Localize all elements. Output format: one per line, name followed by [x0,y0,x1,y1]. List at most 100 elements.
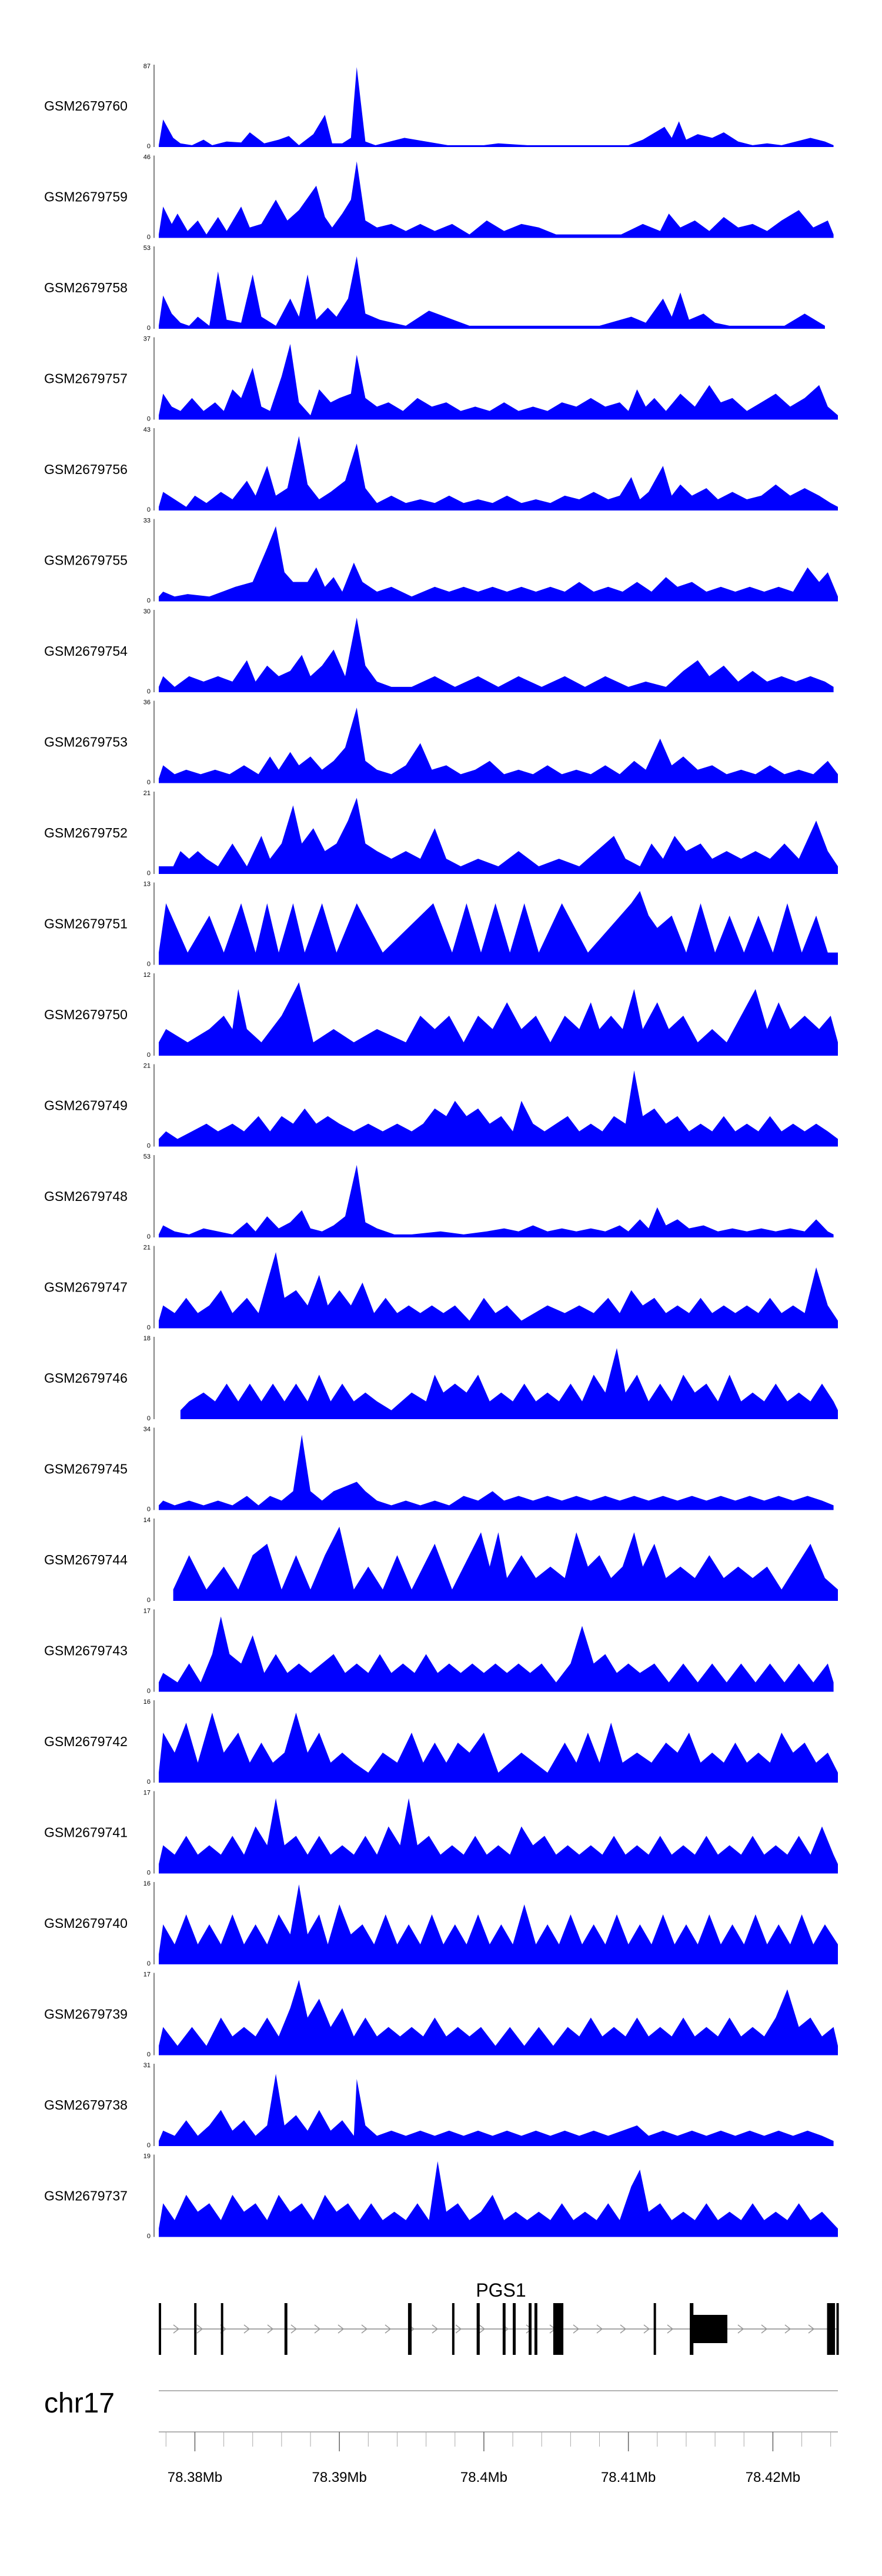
strand-arrow [243,2324,250,2334]
y-tick-max: 46 [143,154,151,161]
strand-arrow [667,2324,674,2334]
y-tick-min: 0 [147,1870,151,1877]
y-tick-min: 0 [147,1597,151,1604]
coverage-tracks: GSM2679760870GSM2679759460GSM2679758530G… [44,63,838,2240]
track-GSM2679738: GSM2679738 31 0 [44,2062,834,2149]
track-label: GSM2679756 [44,462,128,477]
coverage-area [159,67,834,147]
track-label: GSM2679750 [44,1007,128,1022]
coverage-area [159,1434,834,1510]
y-tick-max: 14 [143,1517,151,1524]
exon [534,2303,537,2355]
coverage-area [159,2074,834,2146]
track-GSM2679740: GSM2679740 16 0 [44,1880,838,1967]
track-label: GSM2679747 [44,1280,128,1295]
y-tick-min: 0 [147,961,151,968]
y-tick-max: 31 [143,2062,151,2069]
strand-arrow [479,2324,486,2334]
track-label: GSM2679758 [44,280,128,295]
track-GSM2679745: GSM2679745 34 0 [44,1426,834,1513]
coverage-area [159,618,834,692]
coverage-area [159,526,838,602]
coverage-area [159,1798,838,1874]
y-tick-min: 0 [147,506,151,513]
track-label: GSM2679740 [44,1916,128,1931]
x-tick-label: 78.41Mb [601,2470,656,2485]
strand-arrow [737,2324,744,2334]
strand-arrow [385,2324,392,2334]
track-label: GSM2679749 [44,1098,128,1113]
y-tick-max: 21 [143,790,151,797]
track-label: GSM2679752 [44,825,128,840]
track-label: GSM2679737 [44,2188,128,2204]
exon [502,2303,506,2355]
track-GSM2679751: GSM2679751 13 0 [44,881,838,968]
track-label: GSM2679748 [44,1189,128,1204]
y-tick-max: 17 [143,1971,151,1978]
y-tick-min: 0 [147,1233,151,1240]
x-tick-label: 78.39Mb [312,2470,366,2485]
gene-name: PGS1 [476,2280,526,2301]
y-tick-min: 0 [147,2142,151,2149]
coverage-area [159,436,838,510]
strand-arrow [784,2324,791,2334]
x-tick-label: 78.4Mb [460,2470,507,2485]
coverage-area [159,1884,838,1964]
track-GSM2679741: GSM2679741 17 0 [44,1790,838,1877]
track-label: GSM2679746 [44,1370,128,1386]
track-label: GSM2679742 [44,1734,128,1749]
track-GSM2679746: GSM2679746 18 0 [44,1335,838,1422]
track-label: GSM2679751 [44,916,128,932]
y-tick-min: 0 [147,1415,151,1422]
strand-arrow [596,2324,603,2334]
strand-arrow [314,2324,321,2334]
track-GSM2679749: GSM2679749 21 0 [44,1063,838,1150]
track-GSM2679754: GSM2679754 30 0 [44,608,834,695]
strand-arrow [173,2324,180,2334]
coverage-area [159,343,838,420]
y-tick-min: 0 [147,416,151,423]
exon [513,2303,516,2355]
exon [476,2303,479,2355]
track-GSM2679757: GSM2679757 37 0 [44,336,838,423]
y-tick-min: 0 [147,1778,151,1786]
track-label: GSM2679759 [44,189,128,205]
y-tick-max: 34 [143,1426,151,1433]
strand-arrow [432,2324,439,2334]
y-tick-max: 43 [143,426,151,433]
y-tick-max: 53 [143,1153,151,1160]
exon [827,2303,836,2355]
y-tick-max: 17 [143,1790,151,1797]
strand-arrow [361,2324,368,2334]
coverage-area [180,1348,838,1419]
track-GSM2679742: GSM2679742 16 0 [44,1699,838,1786]
exon [553,2303,564,2355]
y-tick-max: 18 [143,1335,151,1342]
coverage-area [159,1252,838,1329]
exon [690,2303,694,2355]
y-tick-min: 0 [147,1143,151,1150]
track-GSM2679760: GSM2679760 87 0 [44,63,834,150]
track-label: GSM2679743 [44,1643,128,1659]
exon [159,2303,161,2355]
y-tick-min: 0 [147,1960,151,1967]
y-tick-max: 30 [143,608,151,615]
gene-model: PGS1 [159,2280,839,2355]
y-tick-max: 12 [143,972,151,979]
y-tick-max: 21 [143,1063,151,1070]
track-label: GSM2679739 [44,2007,128,2022]
strand-arrow [620,2324,627,2334]
y-tick-min: 0 [147,870,151,877]
exon [452,2303,455,2355]
coverage-area [159,161,834,238]
track-GSM2679758: GSM2679758 53 0 [44,245,825,332]
y-tick-max: 17 [143,1608,151,1615]
y-tick-max: 13 [143,881,151,888]
track-GSM2679752: GSM2679752 21 0 [44,790,838,877]
exon [653,2303,656,2355]
y-tick-min: 0 [147,143,151,150]
exon [693,2315,728,2343]
track-label: GSM2679760 [44,98,128,114]
strand-arrow [808,2324,815,2334]
